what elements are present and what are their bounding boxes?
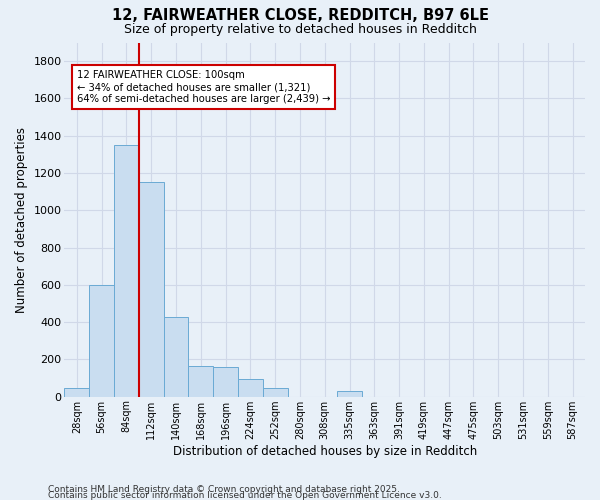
- X-axis label: Distribution of detached houses by size in Redditch: Distribution of detached houses by size …: [173, 444, 477, 458]
- Bar: [64, 388, 89, 396]
- Bar: [164, 316, 188, 396]
- Text: 12 FAIRWEATHER CLOSE: 100sqm
← 34% of detached houses are smaller (1,321)
64% of: 12 FAIRWEATHER CLOSE: 100sqm ← 34% of de…: [77, 70, 331, 104]
- Bar: [114, 145, 139, 397]
- Bar: [263, 388, 287, 396]
- Text: Size of property relative to detached houses in Redditch: Size of property relative to detached ho…: [124, 22, 476, 36]
- Bar: [238, 379, 263, 396]
- Bar: [337, 392, 362, 396]
- Text: Contains public sector information licensed under the Open Government Licence v3: Contains public sector information licen…: [48, 491, 442, 500]
- Text: Contains HM Land Registry data © Crown copyright and database right 2025.: Contains HM Land Registry data © Crown c…: [48, 485, 400, 494]
- Text: 12, FAIRWEATHER CLOSE, REDDITCH, B97 6LE: 12, FAIRWEATHER CLOSE, REDDITCH, B97 6LE: [112, 8, 488, 22]
- Bar: [89, 285, 114, 397]
- Bar: [188, 366, 213, 396]
- Y-axis label: Number of detached properties: Number of detached properties: [15, 126, 28, 312]
- Bar: [213, 367, 238, 396]
- Bar: [139, 182, 164, 396]
